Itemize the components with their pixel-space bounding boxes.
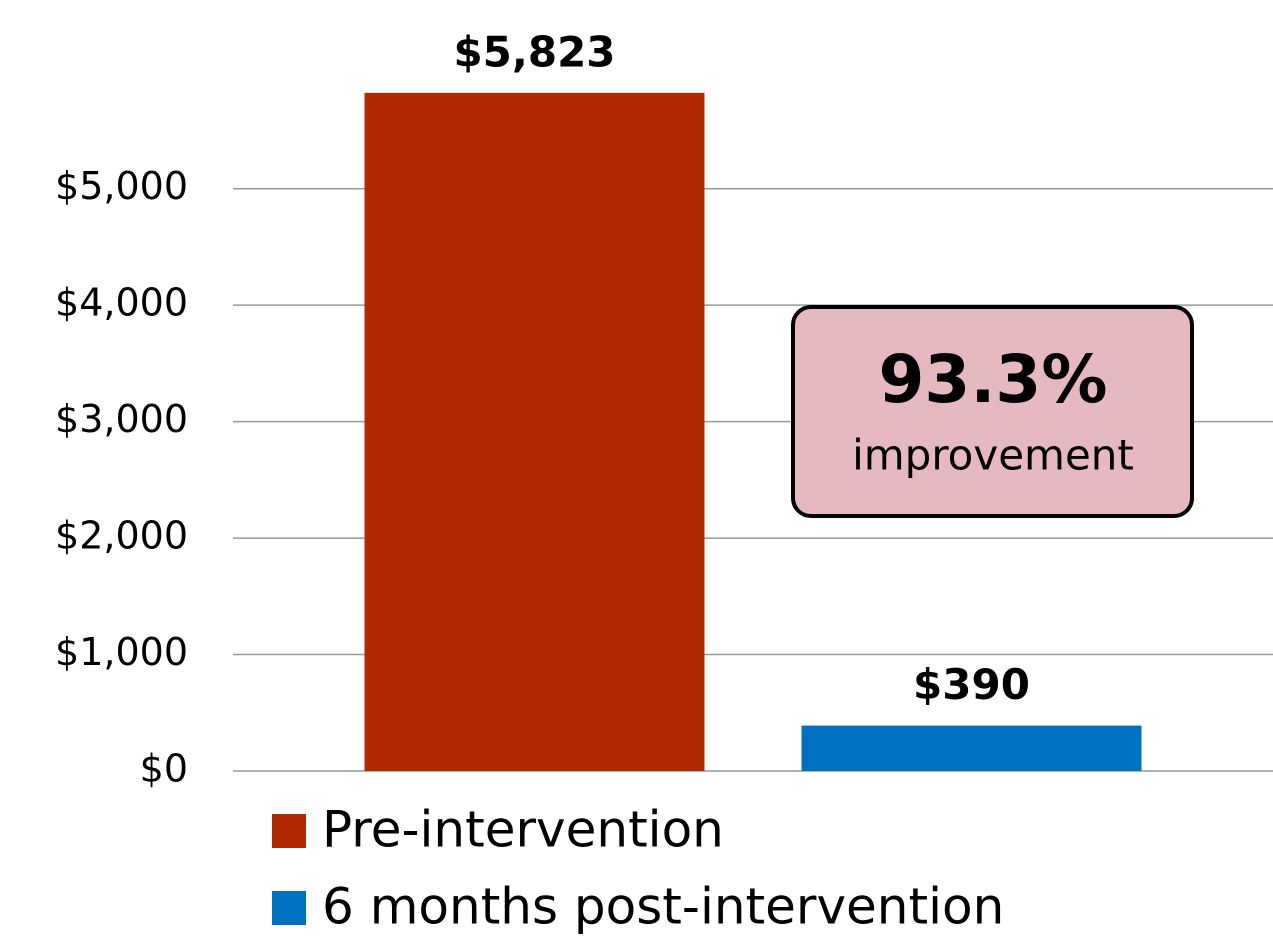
legend-label: 6 months post-intervention: [322, 878, 1004, 936]
legend-swatch: [272, 814, 306, 848]
y-tick-label: $3,000: [55, 397, 188, 441]
y-tick-label: $5,000: [55, 164, 188, 208]
data-label: $5,823: [453, 27, 615, 76]
bar: [364, 92, 705, 771]
y-tick-label: $0: [140, 747, 188, 791]
annotation-label: improvement: [852, 431, 1134, 480]
y-tick-label: $2,000: [55, 514, 188, 558]
annotation-value: 93.3%: [879, 341, 1108, 418]
legend-label: Pre-intervention: [322, 801, 724, 859]
y-tick-label: $4,000: [55, 281, 188, 325]
legend-swatch: [272, 891, 306, 925]
data-label: $390: [913, 660, 1030, 709]
bar: [801, 725, 1142, 771]
y-tick-label: $1,000: [55, 630, 188, 674]
annotation-box: [791, 305, 1194, 518]
